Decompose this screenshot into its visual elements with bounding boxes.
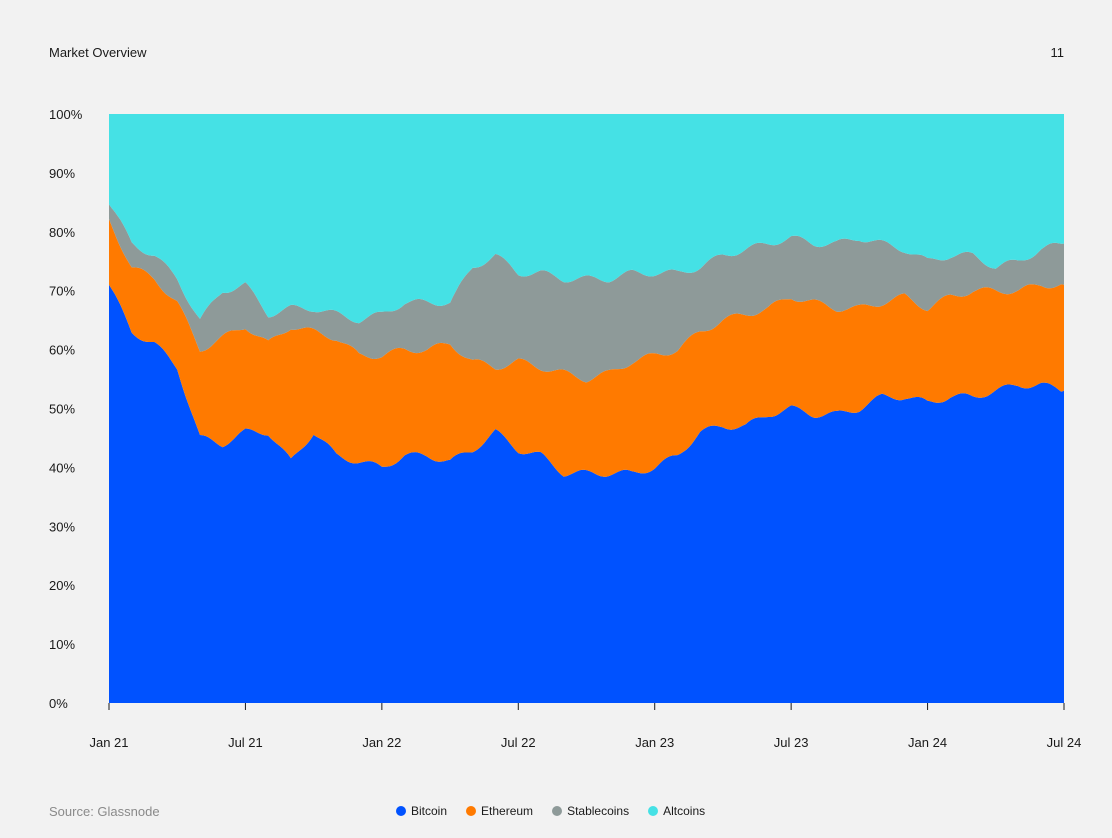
y-tick-label: 90% xyxy=(49,166,75,181)
x-tick-label: Jan 24 xyxy=(908,735,947,750)
legend-item-stablecoins: Stablecoins xyxy=(552,804,629,818)
legend-label: Altcoins xyxy=(663,804,706,818)
legend-label: Stablecoins xyxy=(567,804,630,818)
legend-item-altcoins: Altcoins xyxy=(648,804,705,818)
y-tick-label: 0% xyxy=(49,696,68,711)
legend-swatch xyxy=(396,806,406,816)
legend: Bitcoin Ethereum Stablecoins Altcoins xyxy=(396,804,705,818)
y-tick-label: 20% xyxy=(49,578,75,593)
area-altcoins xyxy=(109,114,1064,324)
x-tick-label: Jan 22 xyxy=(362,735,401,750)
area-ethereum xyxy=(109,219,1064,477)
x-tick-label: Jul 21 xyxy=(228,735,263,750)
y-tick-label: 70% xyxy=(49,284,75,299)
page-title: Market Overview xyxy=(49,45,147,60)
legend-swatch xyxy=(648,806,659,816)
legend-swatch xyxy=(466,806,477,816)
y-tick-label: 100% xyxy=(49,107,83,122)
source-note: Source: Glassnode xyxy=(49,804,160,819)
page-number: 11 xyxy=(1050,45,1065,60)
x-tick-label: Jan 21 xyxy=(89,735,128,750)
x-tick-label: Jul 23 xyxy=(774,735,809,750)
legend-label: Ethereum xyxy=(481,804,534,818)
y-tick-label: 40% xyxy=(49,460,75,475)
area-bitcoin xyxy=(109,284,1064,703)
y-tick-label: 10% xyxy=(49,637,75,652)
legend-item-bitcoin: Bitcoin xyxy=(396,804,447,818)
x-tick-label: Jul 24 xyxy=(1047,735,1082,750)
x-tick-label: Jan 23 xyxy=(635,735,674,750)
area-stablecoins xyxy=(109,204,1064,383)
legend-label: Bitcoin xyxy=(411,804,448,818)
y-tick-label: 80% xyxy=(49,225,75,240)
legend-item-ethereum: Ethereum xyxy=(466,804,533,818)
y-tick-label: 50% xyxy=(49,402,75,417)
x-tick-label: Jul 22 xyxy=(501,735,536,750)
y-tick-label: 60% xyxy=(49,343,75,358)
legend-swatch xyxy=(552,806,563,816)
y-tick-label: 30% xyxy=(49,519,75,534)
